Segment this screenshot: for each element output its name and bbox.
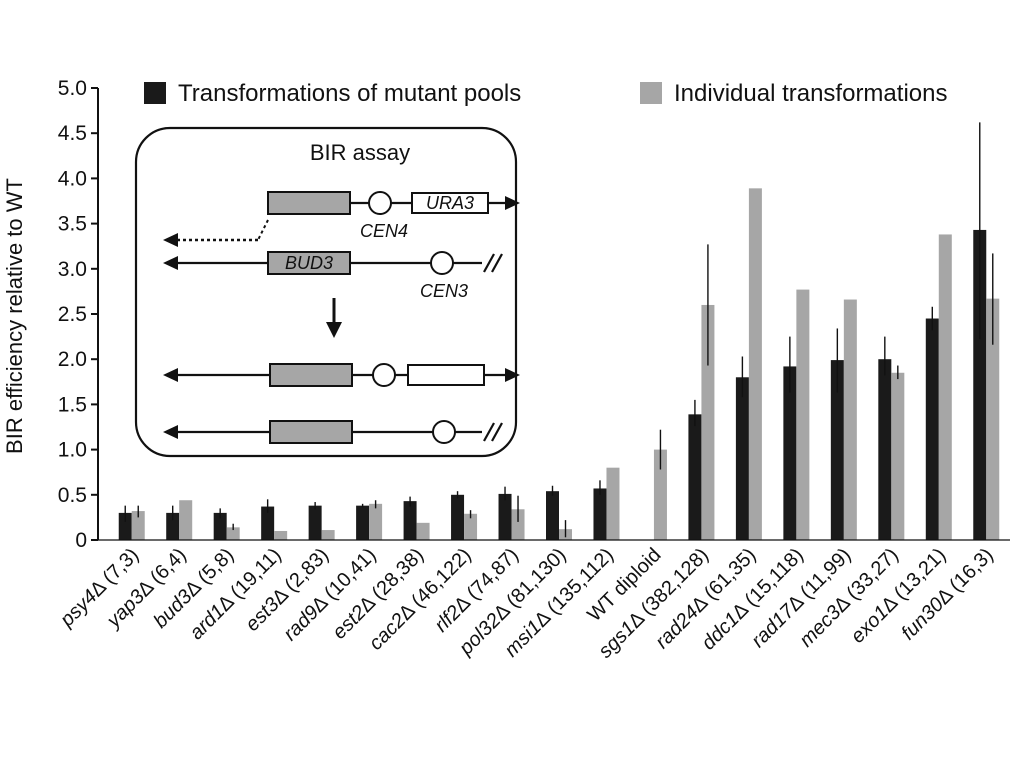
bar-individual: [131, 511, 145, 540]
bar-individual: [843, 299, 857, 540]
legend: Transformations of mutant pools Individu…: [144, 80, 947, 107]
arrowhead-right-icon: [505, 196, 520, 210]
bar-individual: [606, 467, 620, 540]
bar-mutant-pools: [261, 506, 275, 540]
cen3-label: CEN3: [420, 281, 468, 301]
y-tick-label: 4.0: [58, 167, 87, 190]
break-mark-icon: [491, 422, 503, 442]
y-tick-label: 2.5: [58, 303, 87, 326]
bar-individual: [321, 530, 335, 540]
y-tick-label: 5.0: [58, 77, 87, 100]
sample-counts: (16,3): [941, 544, 997, 600]
bar-mutant-pools: [688, 414, 702, 540]
y-tick-label: 0: [75, 529, 87, 552]
y-tick-label: 0.5: [58, 484, 87, 507]
bars-group: [118, 188, 1000, 541]
bar-mutant-pools: [593, 488, 607, 540]
centromere-p1: [372, 363, 396, 387]
legend-swatch-pools: [144, 82, 166, 104]
bar-individual: [226, 527, 240, 540]
bar-mutant-pools: [308, 505, 322, 540]
inset-box-gray-p1: [269, 363, 353, 387]
bar-individual: [179, 500, 193, 540]
centromere-p2: [432, 420, 456, 444]
bar-mutant-pools: [118, 512, 132, 540]
arrowhead-right-icon: [505, 368, 520, 382]
bar-individual: [891, 372, 905, 540]
cen4-label: CEN4: [360, 221, 408, 241]
legend-label-individual: Individual transformations: [674, 80, 947, 107]
bar-mutant-pools: [403, 501, 417, 540]
x-axis-labels: psy4Δ (7,3)yap3Δ (6,4)bud3Δ (5,8)ard1Δ (…: [55, 539, 1010, 663]
bar-mutant-pools: [451, 494, 465, 540]
arrowhead-left-icon: [163, 368, 178, 382]
legend-label-pools: Transformations of mutant pools: [178, 80, 521, 107]
bar-individual: [748, 188, 762, 540]
bar-individual: [986, 298, 1000, 540]
bar-mutant-pools: [973, 229, 987, 541]
bar-mutant-pools: [783, 366, 797, 540]
inset-box-gray-p2: [269, 420, 353, 444]
inset-box-gray-top: [267, 191, 351, 215]
y-tick-label: 3.5: [58, 213, 87, 236]
bar-mutant-pools: [878, 359, 892, 540]
y-tick-label: 2.0: [58, 348, 87, 371]
centromere-cen4: [368, 191, 392, 215]
y-tick-label: 1.0: [58, 439, 87, 462]
bar-individual: [701, 304, 715, 540]
arrowhead-left-icon: [163, 425, 178, 439]
bar-individual: [464, 513, 478, 540]
y-tick-label: 3.0: [58, 258, 87, 281]
bar-mutant-pools: [925, 318, 939, 540]
centromere-cen3: [430, 251, 454, 275]
break-mark-icon: [483, 253, 495, 273]
legend-swatch-individual: [640, 82, 662, 104]
bar-mutant-pools: [735, 377, 749, 540]
bar-mutant-pools: [498, 493, 512, 540]
break-mark-icon: [491, 253, 503, 273]
bar-individual: [274, 530, 288, 540]
bir-assay-inset: BIR assay URA3 CEN4 BUD3 CEN3: [134, 126, 520, 458]
inset-box-bud3: [267, 251, 351, 275]
break-mark-icon: [483, 422, 495, 442]
y-tick-label: 1.5: [58, 393, 87, 416]
y-axis: 0 0.5 1.0 1.5 2.0 2.5 3.0 3.5 4.0 4.5 5.0: [58, 77, 99, 552]
bar-mutant-pools: [356, 505, 370, 540]
y-tick-label: 4.5: [58, 122, 87, 145]
bar-individual: [796, 289, 810, 540]
bar-individual: [653, 449, 667, 540]
bar-mutant-pools: [166, 512, 180, 540]
inset-dotted-connector: [257, 219, 269, 241]
bar-mutant-pools: [213, 512, 227, 540]
bar-individual: [938, 234, 952, 540]
bar-individual: [369, 503, 383, 540]
bar-individual: [511, 509, 525, 540]
arrowhead-left-icon: [163, 256, 178, 270]
bar-individual: [416, 522, 430, 540]
error-bars-group: [124, 122, 994, 538]
arrow-down-icon: [326, 322, 342, 338]
inset-box-ura3: [411, 192, 489, 214]
ura3-label: URA3: [426, 193, 474, 213]
bar-mutant-pools: [546, 491, 559, 540]
bar-mutant-pools: [830, 360, 844, 540]
arrowhead-left-icon: [163, 233, 178, 247]
bud3-label: BUD3: [285, 253, 333, 273]
y-axis-label: BIR efficiency relative to WT: [2, 178, 27, 454]
inset-box-white-p1: [407, 364, 485, 386]
inset-title: BIR assay: [310, 140, 410, 165]
